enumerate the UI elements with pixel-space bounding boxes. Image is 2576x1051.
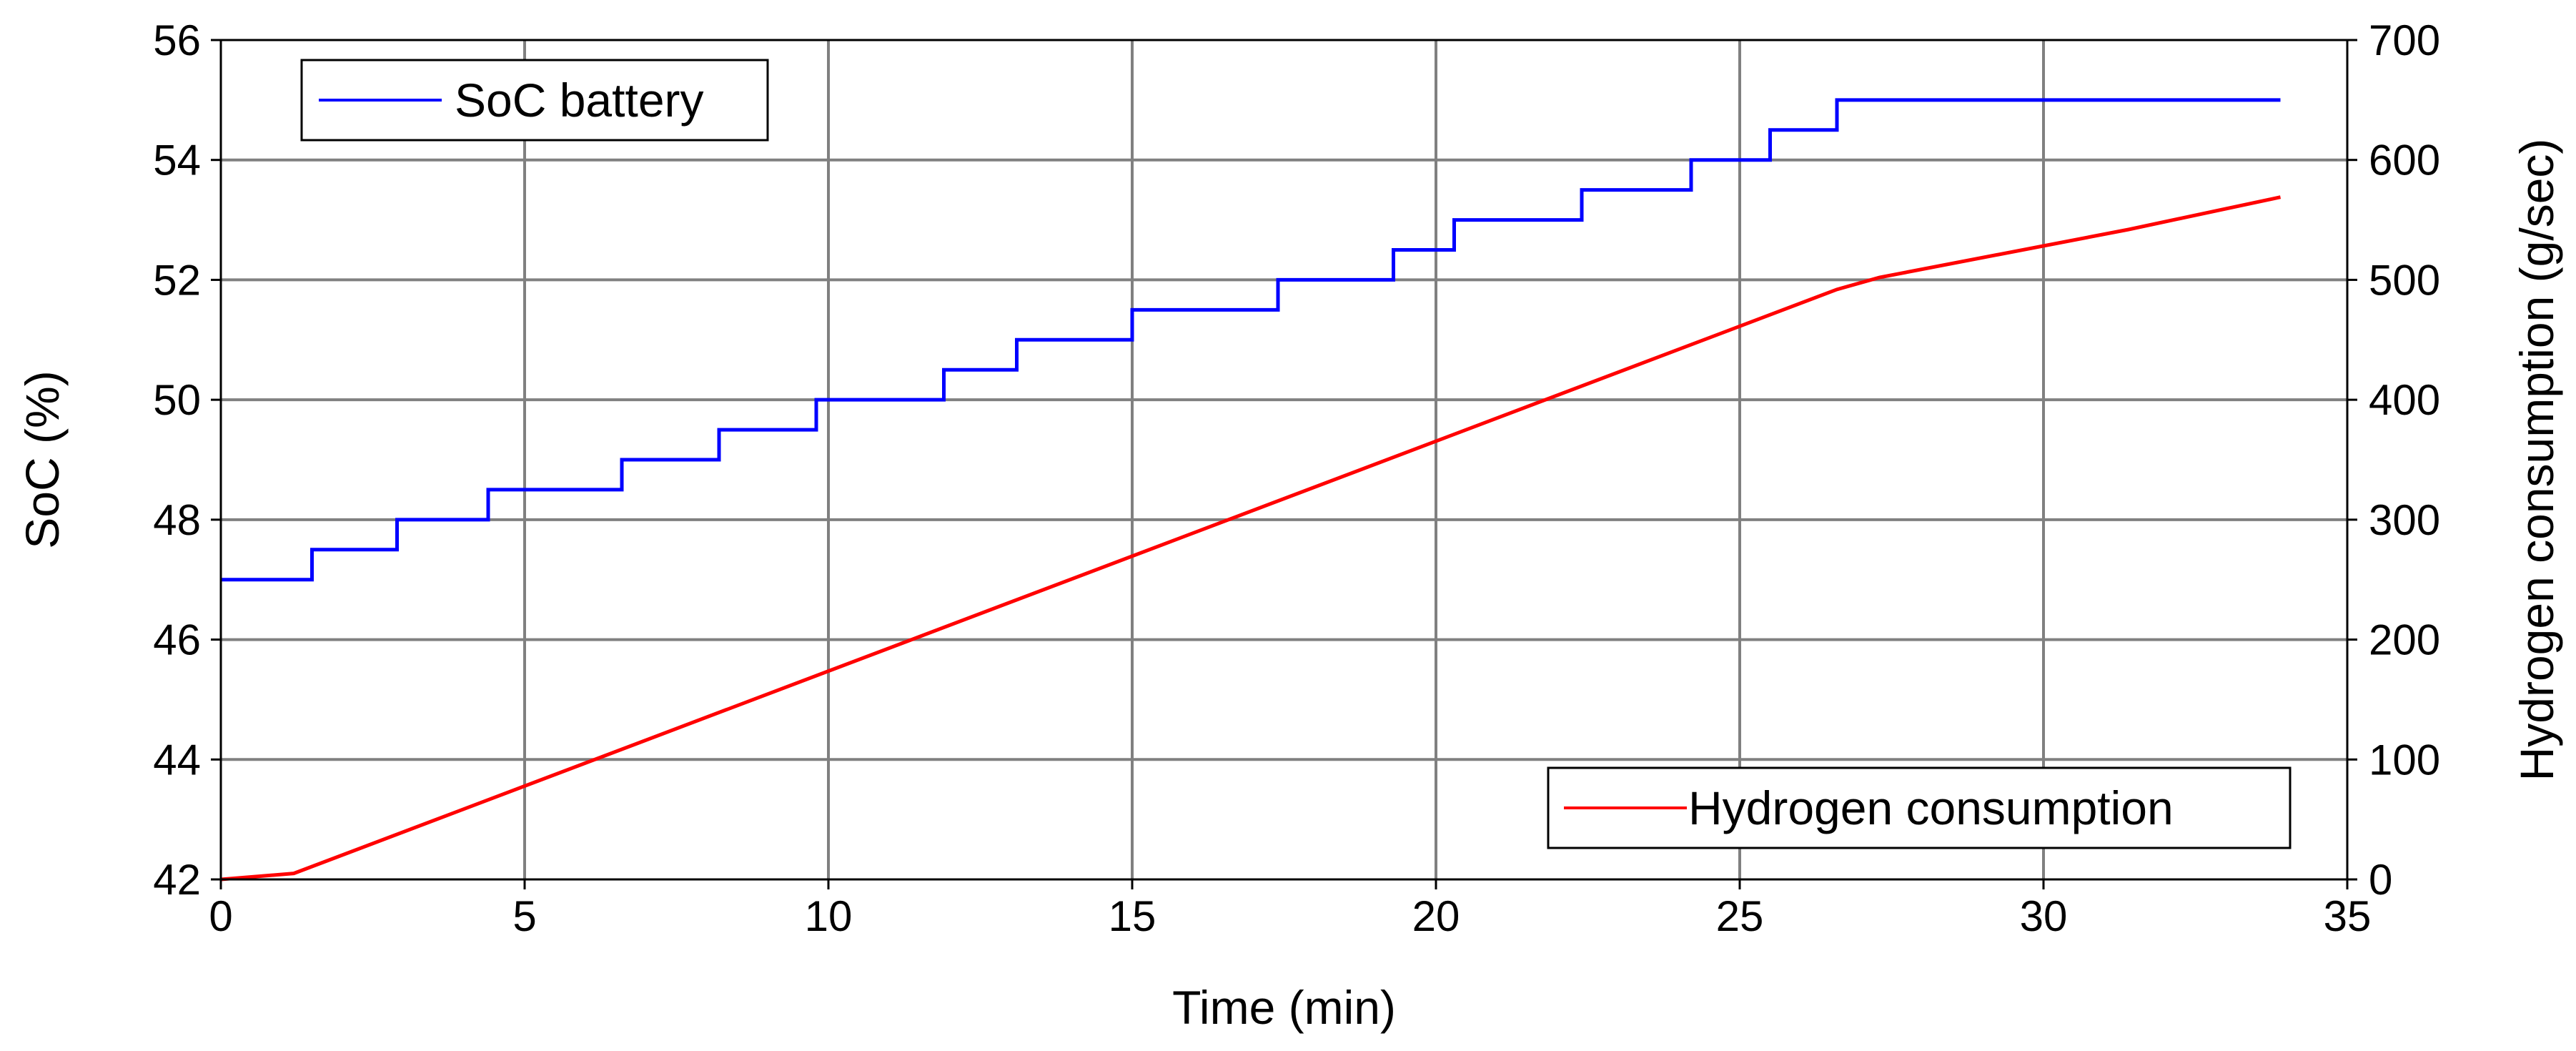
x-tick-label: 25 (1716, 892, 1764, 940)
y-right-tick-label: 400 (2369, 376, 2440, 424)
y-right-tick-label: 100 (2369, 736, 2440, 784)
y-right-tick-label: 0 (2369, 856, 2392, 904)
series-line-hydrogen (220, 195, 2282, 882)
x-tick-label: 20 (1412, 892, 1460, 940)
y-left-tick-label: 52 (153, 256, 201, 304)
series-line-soc (221, 98, 2281, 582)
legend-hydrogen: Hydrogen consumption (1547, 766, 2292, 849)
x-tick-label: 30 (2020, 892, 2068, 940)
ticks-group: 0 5 10 15 20 25 30 35 42 44 46 48 50 52 54 56 0 100 200 300… (153, 16, 2440, 940)
y-left-tick-label: 46 (153, 616, 201, 664)
y-right-tick-label: 200 (2369, 616, 2440, 664)
x-tick-label: 5 (512, 892, 536, 940)
y-axis-left-title: SoC (%) (16, 370, 69, 548)
y-axis-right-title: Hydrogen consumption (g/sec) (2510, 139, 2563, 781)
y-right-tick-label: 500 (2369, 256, 2440, 304)
y-left-tick-label: 42 (153, 856, 201, 904)
y-right-tick-label: 300 (2369, 496, 2440, 544)
x-tick-label: 15 (1109, 892, 1156, 940)
legend-soc-label: SoC battery (455, 74, 704, 127)
x-tick-label: 35 (2324, 892, 2372, 940)
series-group (220, 98, 2282, 882)
legend-soc: SoC battery (300, 59, 769, 142)
x-tick-label: 10 (805, 892, 853, 940)
y-left-tick-label: 44 (153, 736, 201, 784)
plot-area (221, 40, 2347, 879)
y-left-tick-label: 56 (153, 16, 201, 64)
x-tick-label: 0 (209, 892, 232, 940)
y-right-tick-label: 600 (2369, 137, 2440, 184)
y-left-tick-label: 48 (153, 496, 201, 544)
plot-frame (219, 39, 2349, 881)
x-axis-title: Time (min) (1172, 981, 1396, 1034)
y-right-tick-label: 700 (2369, 16, 2440, 64)
y-left-tick-label: 50 (153, 376, 201, 424)
y-left-tick-label: 54 (153, 137, 201, 184)
gridlines (221, 40, 2347, 879)
legend-hydrogen-label: Hydrogen consumption (1688, 781, 2174, 834)
